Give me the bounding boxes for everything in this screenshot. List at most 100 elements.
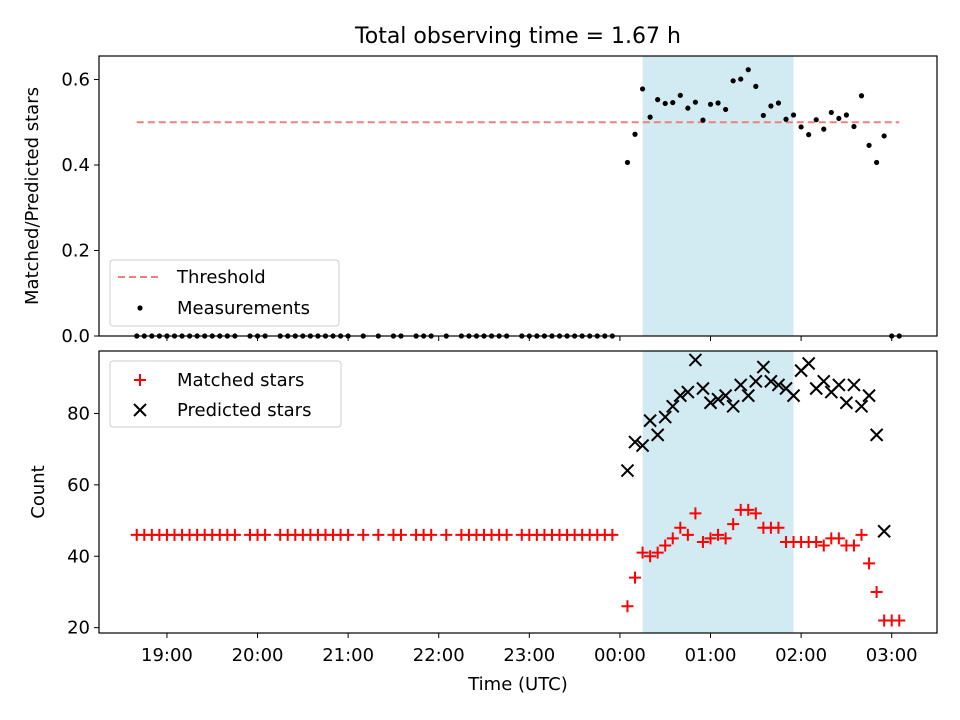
predicted-stars-point <box>681 385 695 399</box>
measurement-point <box>677 92 683 98</box>
predicted-stars-point <box>635 438 650 453</box>
matched-stars-point <box>644 550 657 563</box>
matched-stars-point <box>704 532 717 545</box>
matched-stars-point <box>712 528 725 541</box>
matched-stars-point <box>742 503 755 516</box>
bottom-y-tick-label-0: 20 <box>67 618 90 639</box>
measurement-point <box>821 126 827 132</box>
measurement-point <box>828 109 834 116</box>
measurement-point <box>662 100 668 107</box>
measurement-point <box>790 112 797 118</box>
measurement-point <box>700 117 706 123</box>
predicted-stars-point <box>801 356 816 371</box>
threshold-legend-label: Threshold <box>176 267 266 288</box>
top-legend-box <box>109 259 340 327</box>
x-tick-label-4: 23:00 <box>503 645 555 666</box>
matched-stars-point <box>666 532 679 545</box>
matched-stars-point <box>500 528 513 541</box>
top-y-tick-label-1: 0.2 <box>61 241 90 262</box>
x-tick-label-6: 01:00 <box>685 645 737 666</box>
matched-stars-point <box>621 600 634 613</box>
matched-stars-point <box>847 539 860 552</box>
predicted-stars-point <box>628 435 642 449</box>
measurement-point <box>723 106 729 113</box>
measurement-point <box>730 78 736 84</box>
matched-stars-point <box>863 557 876 570</box>
measurement-point <box>775 100 782 106</box>
matched-stars-point <box>425 528 438 541</box>
measurement-point <box>768 103 774 109</box>
x-tick-label-7: 02:00 <box>775 645 827 666</box>
measurement-point <box>655 97 661 103</box>
bottom-x-ticks: 19:00 20:00 21:00 22:00 23:00 00:00 01:00 02:00… <box>141 633 918 666</box>
measurement-point <box>639 86 646 92</box>
x-tick-label-8: 03:00 <box>866 645 918 666</box>
figure-title: Total observing time = 1.67 h <box>354 24 681 49</box>
predicted-stars-point <box>658 410 672 424</box>
measurement-point <box>632 131 638 137</box>
predicted-stars-point <box>771 378 786 392</box>
matched-stars-point <box>674 521 687 534</box>
measurement-point <box>858 93 865 99</box>
matched-stars-point <box>855 528 868 541</box>
matched-stars-point <box>681 528 694 541</box>
matched-stars-point <box>870 585 883 598</box>
bottom-highlight-span <box>642 351 794 633</box>
predicted-stars-point <box>854 399 869 414</box>
matched-stars-point <box>817 539 830 552</box>
measurement-point <box>692 99 699 105</box>
predicted-stars-point <box>666 399 680 414</box>
bottom-axes-frame <box>98 350 938 634</box>
matched-stars-point <box>394 528 407 541</box>
bottom-panel: 20 40 60 80 19:00 20:00 21:00 22:00 23:00 00:00 0… <box>28 350 938 695</box>
matched-stars-point <box>259 528 272 541</box>
measurement-point <box>783 116 789 122</box>
measurement-point <box>738 76 744 82</box>
x-tick-label-0: 19:00 <box>141 645 193 666</box>
top-highlight-span <box>642 56 794 336</box>
top-axes-frame <box>98 55 938 337</box>
measurements-legend-label: Measurements <box>177 298 310 319</box>
predicted-stars-legend-swatch <box>133 403 147 417</box>
predicted-stars-point <box>862 388 876 403</box>
bottom-plot-marks <box>130 353 906 627</box>
measurement-point <box>760 112 766 119</box>
predicted-stars-point <box>711 392 725 406</box>
top-x-ticks <box>166 336 893 341</box>
top-plot-marks <box>134 67 902 339</box>
top-legend: Threshold Measurements <box>109 259 340 327</box>
matched-stars-point <box>893 614 906 627</box>
top-y-tick-label-3: 0.6 <box>61 70 90 91</box>
matched-stars-point <box>440 528 453 541</box>
measurement-point <box>715 100 721 106</box>
predicted-stars-point <box>696 381 710 396</box>
predicted-stars-point <box>741 388 755 403</box>
predicted-stars-point <box>650 428 665 442</box>
matched-stars-point <box>749 507 762 520</box>
top-y-tick-label-2: 0.4 <box>61 155 90 176</box>
matched-stars-point <box>659 539 672 552</box>
matched-stars-point <box>357 528 370 541</box>
bottom-y-tick-label-3: 80 <box>67 403 90 424</box>
measurement-point <box>745 67 751 73</box>
matched-stars-point <box>342 528 355 541</box>
x-tick-label-2: 21:00 <box>322 645 374 666</box>
measurements-legend-swatch <box>137 305 143 311</box>
bottom-y-tick-label-2: 60 <box>67 475 90 496</box>
measurement-point <box>624 159 631 166</box>
measurement-point <box>798 124 804 130</box>
predicted-stars-point <box>734 378 748 392</box>
matched-stars-point <box>832 532 845 545</box>
matched-stars-point <box>228 528 241 541</box>
matched-stars-point <box>651 546 664 559</box>
predicted-stars-point <box>847 378 861 392</box>
x-axis-label: Time (UTC) <box>467 674 568 695</box>
measurement-point <box>851 123 857 130</box>
measurement-point <box>647 114 653 120</box>
bottom-y-axis-label: Count <box>28 465 49 518</box>
predicted-stars-point <box>703 396 718 410</box>
predicted-stars-point <box>839 396 854 410</box>
x-tick-label-1: 20:00 <box>232 645 284 666</box>
